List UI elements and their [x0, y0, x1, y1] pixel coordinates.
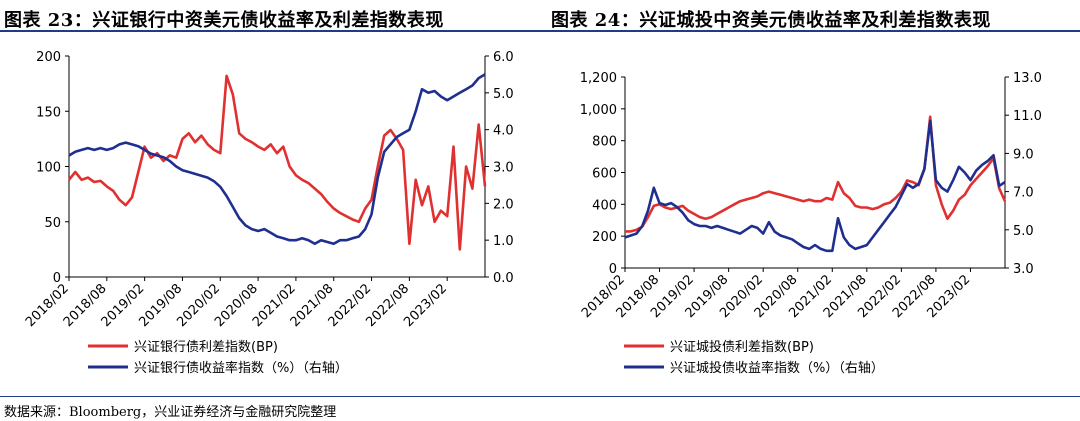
- urban-left-tick-label: 800: [592, 135, 617, 150]
- bank-right-tick-label: 1.0: [493, 234, 514, 249]
- source-note: 数据来源：Bloomberg，兴业证券经济与金融研究院整理: [4, 405, 337, 420]
- urban-left-tick-label: 1,200: [580, 71, 617, 86]
- bank-right-tick-label: 2.0: [493, 197, 514, 212]
- urban-left-tick-label: 1,000: [580, 103, 617, 118]
- chart-bank-bonds: 0501001502000.01.02.03.04.05.06.02018/02…: [23, 50, 514, 376]
- bank-series-spread-line: [67, 74, 487, 251]
- bank-left-tick-label: 100: [36, 161, 61, 176]
- urban-legend-label: 兴证城投债利差指数(BP): [670, 339, 814, 355]
- bank-series-yield-line: [68, 73, 486, 246]
- bank-left-tick-label: 50: [44, 216, 61, 231]
- urban-right-tick-label: 5.0: [1013, 224, 1034, 239]
- bank-right-tick-label: 0.0: [493, 271, 514, 286]
- urban-left-tick-label: 200: [592, 230, 617, 245]
- bank-left-tick-label: 0: [53, 271, 61, 286]
- bank-legend-label: 兴证银行债利差指数(BP): [134, 340, 278, 355]
- urban-right-tick-label: 3.0: [1013, 262, 1034, 277]
- bank-left-tick-label: 200: [36, 50, 61, 65]
- urban-left-tick-label: 400: [592, 198, 617, 213]
- urban-right-tick-label: 7.0: [1013, 186, 1034, 201]
- chart-urban-investment-bonds: 0 200 400 600 800 1,000 1,200 3.0 5.0 7.0 9.0 11.0 1…: [579, 71, 1042, 376]
- urban-right-tick-label: 9.0: [1013, 147, 1034, 162]
- urban-series-yield-line: [624, 119, 1006, 253]
- bank-left-tick-label: 150: [36, 105, 61, 120]
- bank-right-tick-label: 6.0: [493, 50, 514, 65]
- urban-left-tick-label: 0: [609, 262, 617, 277]
- bottom-rule: [0, 396, 1080, 397]
- urban-legend-label: 兴证城投债收益率指数（%）（右轴）: [670, 360, 884, 376]
- urban-left-tick-label: 600: [592, 167, 617, 182]
- bank-right-tick-label: 4.0: [493, 124, 514, 139]
- urban-right-tick-label: 11.0: [1013, 109, 1042, 124]
- bank-right-tick-label: 3.0: [493, 161, 514, 176]
- bank-right-tick-label: 5.0: [493, 87, 514, 102]
- left-chart-title: 图表 23：兴证银行中资美元债收益率及利差指数表现: [4, 10, 444, 31]
- bank-legend-label: 兴证银行债收益率指数（%）（右轴）: [134, 360, 348, 376]
- urban-right-tick-label: 13.0: [1013, 71, 1042, 86]
- urban-series-spread-line: [625, 115, 1007, 233]
- top-rule: [0, 30, 1080, 32]
- right-chart-title: 图表 24：兴证城投中资美元债收益率及利差指数表现: [551, 10, 991, 31]
